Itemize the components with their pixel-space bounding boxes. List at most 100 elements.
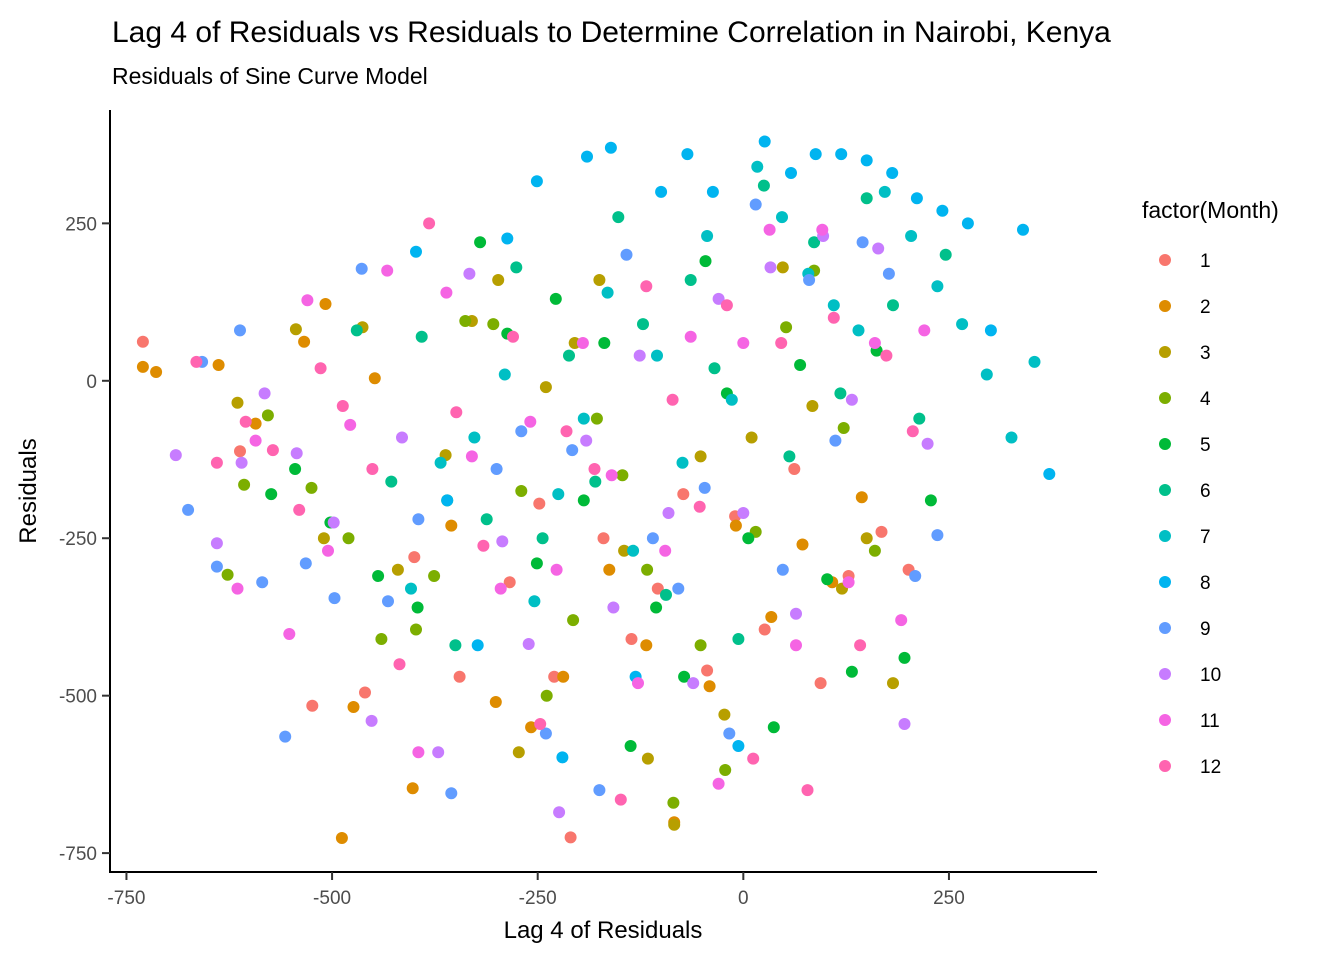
data-point-month-3 bbox=[317, 532, 330, 545]
data-point-month-3 bbox=[718, 708, 731, 721]
data-point-month-8 bbox=[655, 185, 668, 198]
data-point-month-8 bbox=[785, 167, 797, 179]
data-point-month-3 bbox=[492, 274, 505, 286]
data-point-month-12 bbox=[588, 463, 601, 475]
data-point-month-11 bbox=[283, 628, 296, 640]
data-point-month-4 bbox=[567, 614, 580, 627]
data-point-month-9 bbox=[882, 267, 895, 280]
y-tick-label: 250 bbox=[65, 214, 97, 235]
data-point-month-12 bbox=[720, 299, 733, 312]
data-point-month-7 bbox=[751, 160, 764, 173]
data-point-month-4 bbox=[410, 623, 422, 636]
data-point-month-3 bbox=[231, 396, 244, 409]
legend-key-3 bbox=[1159, 346, 1171, 358]
data-point-month-9 bbox=[299, 557, 312, 570]
data-point-month-7 bbox=[627, 544, 640, 557]
data-point-month-10 bbox=[396, 431, 408, 444]
data-point-month-1 bbox=[533, 497, 546, 510]
data-point-month-2 bbox=[640, 639, 653, 652]
data-point-month-10 bbox=[432, 746, 445, 759]
x-tick-label: 0 bbox=[738, 888, 749, 909]
data-point-month-1 bbox=[136, 335, 149, 348]
data-point-month-11 bbox=[684, 330, 697, 343]
data-point-month-3 bbox=[618, 544, 631, 557]
data-point-month-6 bbox=[563, 349, 575, 362]
data-point-month-10 bbox=[522, 638, 535, 650]
data-point-month-12 bbox=[614, 793, 627, 806]
legend-key-10 bbox=[1159, 668, 1171, 680]
y-tick-label: -750 bbox=[59, 844, 97, 865]
data-point-month-5 bbox=[742, 532, 755, 545]
legend-title: factor(Month) bbox=[1142, 197, 1279, 223]
data-point-month-12 bbox=[450, 406, 463, 419]
legend-label-2: 2 bbox=[1200, 297, 1211, 318]
data-point-month-7 bbox=[931, 280, 944, 293]
data-point-month-6 bbox=[887, 299, 899, 312]
data-point-month-12 bbox=[239, 415, 252, 428]
data-point-month-9 bbox=[210, 560, 223, 573]
data-point-month-9 bbox=[328, 592, 341, 605]
data-point-month-4 bbox=[305, 481, 318, 494]
data-point-month-4 bbox=[616, 469, 629, 482]
data-point-month-8 bbox=[530, 175, 543, 188]
data-point-month-12 bbox=[393, 658, 406, 671]
data-point-month-6 bbox=[660, 588, 672, 601]
x-axis-ticks: -750 -500 -250 0 250 bbox=[107, 872, 965, 909]
data-point-month-9 bbox=[723, 727, 736, 740]
data-point-month-5 bbox=[411, 601, 424, 614]
data-point-month-9 bbox=[749, 198, 762, 211]
data-point-month-4 bbox=[342, 532, 355, 545]
data-point-month-6 bbox=[708, 362, 721, 375]
data-point-month-5 bbox=[898, 651, 911, 664]
data-point-month-3 bbox=[668, 818, 681, 831]
data-point-month-11 bbox=[440, 286, 453, 299]
data-point-month-5 bbox=[265, 488, 278, 501]
data-point-month-2 bbox=[855, 491, 868, 504]
data-point-month-10 bbox=[210, 537, 223, 550]
data-point-month-11 bbox=[465, 450, 478, 463]
data-point-month-9 bbox=[593, 784, 606, 797]
data-point-month-5 bbox=[598, 337, 611, 349]
data-point-month-9 bbox=[620, 248, 633, 261]
data-point-month-9 bbox=[182, 503, 195, 516]
data-point-month-5 bbox=[549, 292, 562, 305]
data-point-month-10 bbox=[845, 393, 858, 406]
data-point-month-1 bbox=[408, 551, 421, 564]
data-point-month-3 bbox=[887, 677, 899, 690]
data-point-month-8 bbox=[706, 185, 719, 198]
data-point-month-11 bbox=[712, 777, 725, 790]
data-point-month-1 bbox=[677, 488, 690, 501]
data-point-month-11 bbox=[816, 223, 829, 236]
scatter-points bbox=[136, 135, 1056, 844]
data-point-month-9 bbox=[539, 727, 552, 740]
data-point-month-9 bbox=[445, 787, 458, 800]
data-point-month-1 bbox=[758, 623, 771, 636]
data-point-month-9 bbox=[776, 563, 789, 576]
data-point-month-5 bbox=[767, 721, 780, 734]
data-point-month-11 bbox=[868, 337, 881, 349]
data-point-month-7 bbox=[852, 324, 865, 337]
data-point-month-1 bbox=[306, 699, 319, 712]
data-point-month-11 bbox=[895, 614, 908, 627]
data-point-month-7 bbox=[905, 230, 918, 242]
data-point-month-8 bbox=[471, 639, 484, 652]
data-point-month-8 bbox=[441, 494, 454, 507]
data-point-month-7 bbox=[980, 368, 993, 381]
legend-key-12 bbox=[1159, 760, 1171, 772]
data-point-month-1 bbox=[814, 677, 827, 690]
data-point-month-6 bbox=[510, 261, 523, 274]
data-point-month-10 bbox=[290, 447, 303, 460]
data-point-month-9 bbox=[672, 582, 685, 595]
legend-label-5: 5 bbox=[1200, 435, 1211, 456]
data-point-month-12 bbox=[801, 784, 814, 797]
data-point-month-11 bbox=[790, 639, 802, 652]
data-point-month-4 bbox=[238, 478, 251, 491]
data-point-month-9 bbox=[909, 570, 922, 582]
data-point-month-8 bbox=[758, 135, 771, 148]
data-point-month-8 bbox=[984, 324, 997, 337]
data-point-month-9 bbox=[803, 274, 816, 286]
data-point-month-1 bbox=[453, 670, 466, 683]
data-point-month-12 bbox=[640, 280, 653, 293]
data-point-month-1 bbox=[651, 582, 664, 595]
data-point-month-2 bbox=[150, 366, 163, 378]
